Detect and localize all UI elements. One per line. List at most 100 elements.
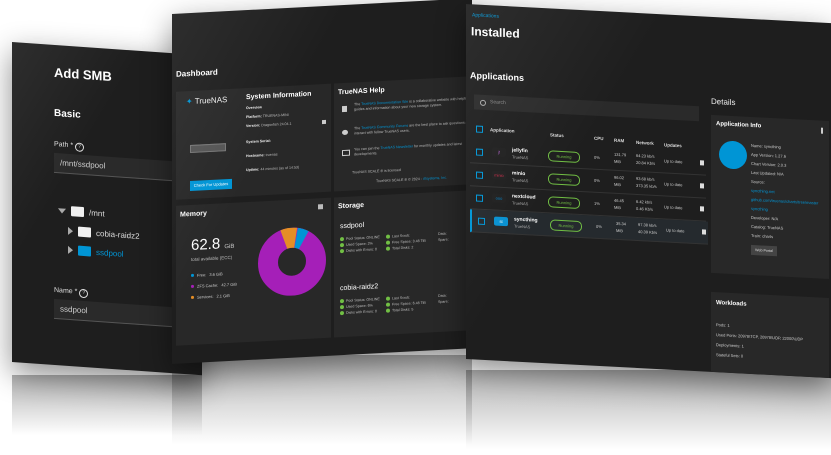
page-title: Installed bbox=[471, 24, 520, 41]
info-row: Developer: N/A bbox=[751, 214, 779, 222]
more-icon[interactable] bbox=[821, 127, 823, 134]
row-checkbox[interactable] bbox=[476, 148, 483, 156]
license-text: TrueNAS SCALE ® is licensed bbox=[352, 168, 401, 175]
pool-free-line: Free Space: 3.48 TiB bbox=[386, 239, 426, 245]
pool-used-line: Used Space: 6% bbox=[340, 303, 373, 310]
tree-item-cobia-raidz2[interactable]: cobia-raidz2 bbox=[68, 226, 140, 241]
tree-item-mnt[interactable]: /mnt bbox=[58, 205, 105, 218]
memory-title: Memory bbox=[180, 210, 207, 219]
check-icon bbox=[340, 248, 344, 254]
pool-data-text: Data: bbox=[438, 231, 447, 237]
copyright-text: TrueNAS SCALE ® © 2024 - iXsystems, Inc. bbox=[376, 176, 447, 184]
pool-used-line: Used Space: 2% bbox=[340, 241, 373, 248]
cpu-value: 0% bbox=[594, 177, 600, 184]
search-input[interactable]: Search bbox=[474, 94, 699, 122]
legend-value: 3.6 GiB bbox=[209, 271, 223, 278]
chevron-down-icon[interactable] bbox=[58, 207, 66, 214]
app-catalog: TrueNAS bbox=[514, 223, 531, 230]
pool-free-line: Free Space: 6.48 TiB bbox=[386, 301, 426, 307]
installed-apps-panel: Applications Installed Applications Deta… bbox=[466, 4, 831, 379]
delete-icon[interactable] bbox=[702, 229, 706, 235]
select-all-checkbox[interactable] bbox=[476, 125, 483, 133]
pool-errors-text: Disks with Errors: 0 bbox=[346, 309, 377, 315]
legend-value: 2.1 GiB bbox=[216, 292, 230, 299]
copy-icon[interactable] bbox=[322, 119, 326, 125]
delete-icon[interactable] bbox=[700, 160, 704, 166]
network-out: 0.46 Kb/s bbox=[636, 205, 653, 212]
delete-icon[interactable] bbox=[700, 183, 704, 189]
check-for-updates-button[interactable]: Check For Updates bbox=[190, 178, 232, 192]
app-catalog: TrueNAS bbox=[512, 177, 529, 184]
forum-icon bbox=[342, 129, 348, 136]
source-link[interactable]: syncthing.net bbox=[751, 187, 775, 195]
truenas-help-card: TrueNAS Help The TrueNAS Documentation S… bbox=[334, 76, 472, 192]
source-link[interactable]: github.com/truenas/charts/tree/master bbox=[751, 196, 819, 206]
smb-reflection bbox=[12, 375, 202, 435]
status-badge: Running bbox=[548, 150, 580, 163]
row-checkbox[interactable] bbox=[476, 171, 483, 179]
row-key: System Serial: bbox=[246, 138, 271, 145]
row-checkbox[interactable] bbox=[478, 217, 485, 225]
help-icon[interactable]: ? bbox=[79, 288, 89, 299]
header-cpu[interactable]: CPU bbox=[594, 135, 604, 142]
header-ram[interactable]: RAM bbox=[614, 137, 625, 144]
tree-item-label: ssdpool bbox=[96, 247, 124, 259]
header-application[interactable]: Application bbox=[490, 127, 515, 134]
delete-icon[interactable] bbox=[700, 206, 704, 212]
storage-title: Storage bbox=[338, 201, 365, 211]
check-icon bbox=[340, 304, 344, 310]
uptime-row: Uptime: 44 minutes (as of 14:53) bbox=[246, 165, 299, 172]
brand-name: TrueNAS bbox=[194, 95, 228, 106]
application-info-title: Application Info bbox=[716, 121, 762, 130]
platform-row: Platform: TRUENAS-MINI bbox=[246, 113, 289, 119]
app-logo-icon: jf bbox=[492, 147, 506, 158]
search-icon bbox=[480, 99, 486, 107]
row-key: Platform: bbox=[246, 114, 262, 120]
source-link[interactable]: syncthing bbox=[751, 205, 768, 212]
network-out: 20.84 Kb/s bbox=[636, 159, 656, 166]
folder-icon bbox=[78, 226, 91, 238]
cpu-value: 0% bbox=[594, 154, 600, 161]
ixsystems-link[interactable]: iXsystems, Inc. bbox=[422, 175, 448, 181]
pool-scrub-text: Last Scrub: bbox=[392, 295, 411, 301]
chevron-right-icon[interactable] bbox=[68, 226, 73, 236]
ram-unit: MiB bbox=[614, 204, 621, 211]
pool-status-text: Pool Status: ONLINE bbox=[346, 235, 380, 241]
app-logo-icon: ooo bbox=[492, 193, 506, 204]
updates-value: Up to date bbox=[666, 227, 685, 234]
ram-value: 35.34 bbox=[616, 220, 627, 227]
newsletter-link[interactable]: TrueNAS Newsletter bbox=[380, 144, 414, 151]
dashboard-panel: Dashboard ✦ TrueNAS System Information O… bbox=[172, 0, 472, 364]
app-logo-icon: st bbox=[494, 216, 508, 227]
tree-item-ssdpool[interactable]: ssdpool bbox=[68, 245, 124, 259]
status-badge: Running bbox=[548, 196, 580, 209]
book-icon bbox=[342, 105, 347, 113]
updates-value: Up to date bbox=[664, 158, 683, 165]
info-row: Last Updated: N/A bbox=[751, 169, 784, 177]
storage-card: Storage ssdpool Pool Status: ONLINE Used… bbox=[334, 190, 472, 338]
header-updates[interactable]: Updates bbox=[664, 142, 682, 149]
deployments-row: Deployments: 1 bbox=[716, 342, 744, 349]
chevron-right-icon[interactable] bbox=[68, 245, 73, 255]
app-name: jellyfin bbox=[512, 147, 528, 155]
truenas-help-title: TrueNAS Help bbox=[338, 86, 385, 97]
pool-data-text: Data: bbox=[438, 293, 447, 299]
web-portal-button[interactable]: Web Portal bbox=[751, 244, 777, 257]
legend-dot bbox=[191, 295, 194, 300]
memory-donut-chart bbox=[258, 227, 326, 296]
header-network[interactable]: Network bbox=[636, 139, 654, 146]
pool-errors-line: Disks with Errors: 0 bbox=[340, 309, 377, 316]
row-value: TRUENAS-MINI bbox=[262, 112, 289, 119]
row-checkbox[interactable] bbox=[476, 194, 483, 202]
row-key: Uptime: bbox=[246, 167, 260, 173]
workloads-title: Workloads bbox=[716, 300, 747, 308]
help-icon[interactable]: ? bbox=[75, 142, 85, 153]
pool-spare-text: Spare: bbox=[438, 299, 449, 305]
pool-scrub-line: Last Scrub: bbox=[386, 296, 410, 301]
breadcrumb[interactable]: Applications bbox=[472, 12, 499, 20]
cpu-value: 0% bbox=[596, 223, 602, 230]
basic-section-title: Basic bbox=[54, 107, 81, 121]
legend-dot bbox=[191, 284, 194, 289]
header-status[interactable]: Status bbox=[550, 132, 564, 139]
server-image bbox=[190, 143, 226, 154]
